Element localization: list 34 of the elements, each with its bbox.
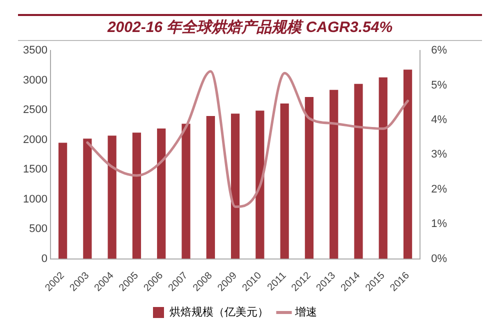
bar	[304, 96, 314, 259]
bar	[230, 114, 240, 259]
y2-tick-label: 1%	[431, 218, 448, 230]
bar	[157, 128, 166, 259]
bar	[330, 90, 338, 259]
y-tick-label: 500	[29, 223, 48, 236]
y2-tick-label: 2%	[431, 183, 448, 196]
bar	[378, 77, 388, 259]
bar	[354, 84, 363, 259]
y2-tick-label: 4%	[431, 114, 448, 126]
line-series	[86, 70, 410, 208]
bar	[182, 124, 190, 259]
y-tick-label: 2500	[22, 104, 48, 116]
y-tick-label: 0	[41, 252, 48, 265]
y2-tick-label: 0%	[431, 252, 448, 265]
bar	[280, 104, 289, 259]
bar	[58, 142, 68, 259]
y2-tick-label: 3%	[431, 148, 448, 161]
y-tick-label: 2000	[22, 134, 48, 146]
y-tick-label: 1000	[22, 193, 48, 206]
y-tick-label: 3000	[22, 74, 48, 86]
y2-tick-label: 5%	[431, 79, 448, 92]
legend-label: 增速	[294, 306, 317, 319]
bar	[132, 132, 142, 259]
bar	[108, 136, 116, 259]
bar	[206, 116, 215, 259]
y-tick-label: 1500	[22, 164, 48, 176]
legend-label: 烘焙规模（亿美元）	[170, 306, 268, 319]
chart-title: 2002-16 年全球烘焙产品规模 CAGR3.54%	[18, 14, 482, 41]
bar	[83, 138, 92, 259]
bar	[256, 110, 264, 259]
y2-tick-label: 6%	[431, 44, 448, 57]
y-tick-label: 3500	[22, 44, 48, 57]
bar	[403, 70, 412, 259]
